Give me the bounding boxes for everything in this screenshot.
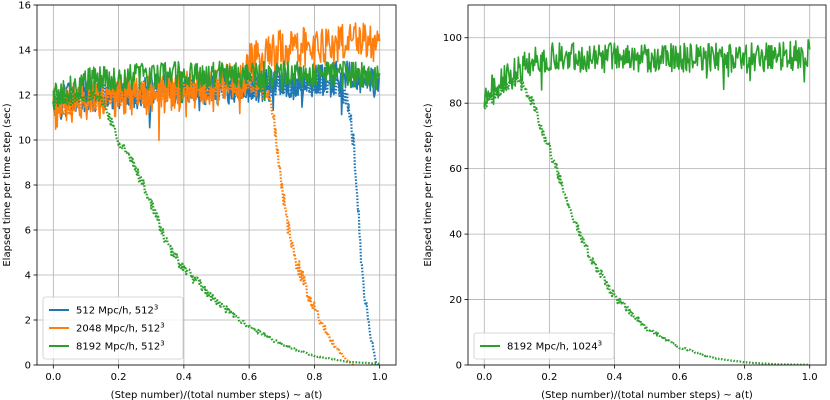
legend-box (42, 296, 184, 360)
y-tick-label: 0 (25, 361, 31, 372)
plot-area (483, 39, 811, 365)
axes-frame (36, 4, 397, 366)
x-tick-label: 1.0 (372, 372, 388, 383)
y-tick-label: 8 (25, 181, 31, 192)
y-tick-label: 100 (443, 33, 462, 44)
plot-area (52, 22, 381, 365)
x-tick-label: 1.0 (802, 372, 818, 383)
legend-entry-label: 8192 Mpc/h, 10243 (507, 340, 602, 353)
series-line-3-dotted (52, 90, 380, 365)
x-tick-label: 0.4 (176, 372, 192, 383)
y-tick-label: 0 (456, 361, 462, 372)
y-tick-label: 12 (18, 91, 31, 102)
x-axis-label: (Step number)/(total number steps) ~ a(t… (541, 390, 753, 400)
series-line-2-dotted (52, 74, 355, 365)
y-tick-label: 40 (449, 230, 462, 241)
x-tick-label: 0.0 (476, 372, 492, 383)
y-axis-label: Elapsed time per time step (sec) (423, 103, 434, 266)
legend-entry-label: 2048 Mpc/h, 5123 (76, 322, 165, 335)
legend-entry-label: 8192 Mpc/h, 5123 (76, 340, 165, 353)
y-tick-label: 6 (25, 226, 31, 237)
legend: 512 Mpc/h, 5123 2048 Mpc/h, 5123 8192 Mpc/… (42, 296, 184, 360)
legend-entry-label: 512 Mpc/h, 5123 (76, 304, 158, 317)
y-tick-label: 4 (25, 271, 31, 282)
axes-frame (467, 4, 827, 366)
x-tick-label: 0.4 (607, 372, 623, 383)
x-tick-label: 0.0 (45, 372, 61, 383)
y-tick-label: 14 (18, 46, 31, 57)
series-line-1-dotted (483, 76, 811, 365)
y-axis-label: Elapsed time per time step (sec) (2, 103, 13, 266)
y-tick-label: 16 (18, 1, 31, 12)
y-tick-label: 60 (449, 164, 462, 175)
x-tick-label: 0.8 (737, 372, 753, 383)
series-line-3-solid (52, 60, 381, 111)
right-chart-panel: 0.0 0.2 0.4 0.6 0.8 1.0 0 20 40 60 80 100 (Step numb… (423, 4, 827, 400)
x-tick-label: 0.2 (541, 372, 557, 383)
x-tick-label: 0.6 (672, 372, 688, 383)
y-tick-label: 10 (18, 136, 31, 147)
x-tick-label: 0.2 (111, 372, 127, 383)
x-tick-label: 0.6 (241, 372, 257, 383)
x-axis-label: (Step number)/(total number steps) ~ a(t… (111, 390, 323, 400)
y-tick-label: 20 (449, 295, 462, 306)
left-chart-panel: 0.0 0.2 0.4 0.6 0.8 1.0 0 2 4 6 8 10 12 14 16 (Step num… (2, 1, 397, 400)
x-tick-label: 0.8 (306, 372, 322, 383)
legend: 8192 Mpc/h, 10243 (473, 332, 615, 360)
y-tick-label: 80 (449, 99, 462, 110)
series-line-1-solid (483, 39, 811, 108)
legend-box (473, 332, 615, 360)
y-tick-label: 2 (25, 316, 31, 327)
